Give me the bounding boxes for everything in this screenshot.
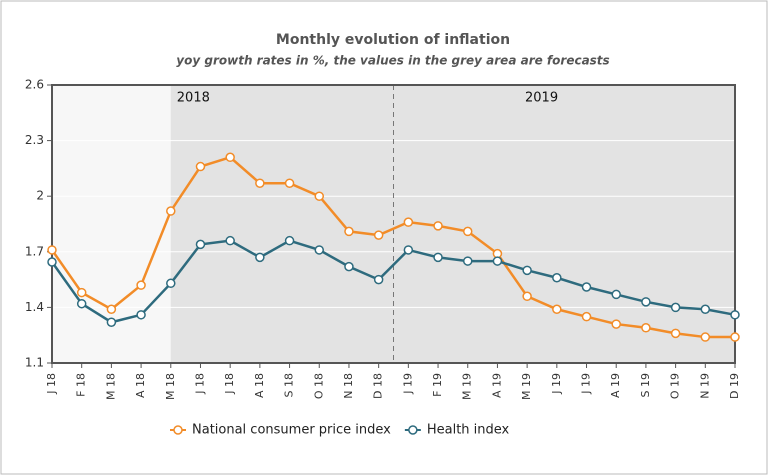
data-point [581,311,592,322]
data-point [641,323,651,333]
data-point [166,278,176,289]
data-point [492,256,503,266]
x-tick-label: M 18 [164,373,177,400]
plot-border [51,84,736,364]
y-tick-label: 1.4 [25,300,44,314]
legend-marker [173,425,183,435]
data-point [136,310,146,320]
data-point [166,206,176,216]
data-point [136,280,146,290]
data-point [76,298,87,309]
legend-label: National consumer price index [192,423,391,438]
data-point [670,302,681,313]
y-tick-label: 2 [36,189,44,203]
x-tick-label: J 19 [550,373,563,395]
x-tick-label: J 19 [401,373,414,395]
data-point [700,332,711,342]
y-tick-label: 2.6 [25,78,44,92]
data-point [255,178,265,188]
data-point [522,291,532,302]
data-point [373,274,384,285]
data-point [344,261,354,272]
x-tick-label: S 19 [639,373,652,397]
y-tick-label: 1.7 [25,244,44,258]
data-point [433,252,443,263]
data-point [255,252,265,263]
x-tick-label: F 19 [431,373,444,397]
x-tick-label: J 19 [580,373,593,395]
data-point [403,217,414,227]
x-tick-label: D 18 [372,373,385,399]
data-point [47,245,57,255]
data-point [552,272,562,283]
data-point [611,289,621,300]
forecast-area [170,85,736,363]
legend-label: Health index [427,423,510,438]
data-point [106,317,117,327]
y-tick-label: 2.3 [25,133,44,147]
x-tick-label: O 19 [669,373,682,399]
x-tick-label: M 19 [461,373,474,400]
data-point [106,304,117,315]
chart-title: Monthly evolution of inflation [276,32,510,48]
series-line [50,155,735,339]
data-point [433,221,443,231]
data-point [225,152,235,163]
data-point [373,230,384,240]
x-tick-label: A 18 [253,373,266,398]
x-tick-label: J 18 [45,373,58,395]
data-point [581,282,592,292]
data-point [670,328,681,339]
data-point [284,178,295,188]
series-line [50,239,736,324]
data-point [611,319,621,329]
x-tick-label: F 18 [75,373,88,397]
chart-subtitle: yoy growth rates in %, the values in the… [176,54,609,68]
annotation: 2019 [525,91,558,106]
x-tick-label: A 18 [134,373,147,398]
x-tick-label: D 19 [728,373,741,399]
data-point [552,304,562,315]
data-point [284,235,295,246]
legend-marker [408,425,418,435]
data-point [314,191,325,201]
data-point [225,235,235,246]
data-point [522,265,532,276]
y-tick-label: 1.1 [25,356,44,370]
x-tick-label: A 19 [609,373,622,398]
data-point [462,256,473,266]
x-tick-label: O 18 [312,373,325,399]
x-tick-label: M 18 [104,373,117,400]
data-point [403,245,414,255]
data-point [76,287,87,298]
data-point [195,161,206,172]
data-point [344,226,354,237]
data-point [641,297,651,307]
x-tick-label: N 19 [698,373,711,399]
x-tick-label: J 18 [193,373,206,395]
x-tick-label: M 19 [520,373,533,400]
data-point [700,304,711,315]
data-point [730,332,740,342]
data-point [195,239,206,250]
data-point [462,226,473,237]
x-tick-label: S 18 [283,373,296,397]
annotation: 2018 [177,91,210,106]
data-point [314,245,325,255]
x-tick-label: A 19 [490,373,503,398]
x-tick-label: J 18 [223,373,236,395]
data-point [47,257,57,267]
x-tick-label: N 18 [342,373,355,399]
data-point [730,310,740,320]
